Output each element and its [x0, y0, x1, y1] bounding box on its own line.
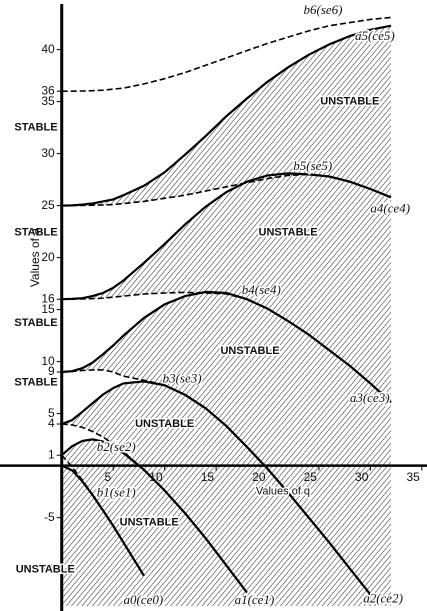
region-label: STABLE	[14, 122, 57, 134]
y-tick-label: 35	[41, 94, 55, 108]
curve-label: b4(se4)	[242, 282, 281, 297]
y-tick-label: 36	[41, 83, 55, 97]
region-label: UNSTABLE	[259, 227, 318, 239]
y-tick-label: 16	[41, 291, 55, 305]
curve	[60, 438, 248, 594]
y-tick-label: 9	[48, 364, 55, 378]
x-axis-label: Values of q	[256, 486, 310, 498]
curve-label: b1(se1)	[97, 485, 136, 500]
unstable-region	[61, 381, 391, 606]
y-tick-label: 40	[41, 42, 55, 56]
curve-label: b6(se6)	[304, 2, 343, 17]
curve-label: a5(ce5)	[355, 28, 395, 43]
x-tick-label: 20	[252, 470, 266, 484]
curve	[61, 454, 145, 577]
x-tick-label: 30	[355, 470, 369, 484]
x-tick-label: 5	[104, 470, 111, 484]
curve-label: a4(ce4)	[370, 201, 410, 216]
x-tick-label: 10	[149, 470, 163, 484]
region-label: STABLE	[14, 227, 57, 239]
x-tick-label: 25	[304, 470, 318, 484]
curve	[61, 173, 392, 207]
curve-label: b3(se3)	[163, 370, 202, 385]
y-tick-label: 30	[41, 146, 55, 160]
curve	[61, 423, 248, 593]
unstable-region	[61, 439, 391, 606]
y-tick-label: 4	[48, 416, 55, 430]
curve-label: a1(ce1)	[235, 592, 275, 607]
y-tick-label: 20	[41, 250, 55, 264]
curve	[61, 24, 392, 207]
unstable-region	[61, 173, 391, 403]
y-tick-label: 10	[41, 354, 55, 368]
curve	[61, 369, 372, 596]
region-label: UNSTABLE	[220, 345, 279, 357]
region-label: UNSTABLE	[120, 517, 179, 529]
region-label: STABLE	[14, 317, 57, 329]
curve	[61, 291, 392, 403]
region-label: UNSTABLE	[135, 418, 194, 430]
y-tick-label: 25	[41, 198, 55, 212]
unstable-region	[61, 25, 391, 206]
x-tick-label: 35	[406, 470, 420, 484]
unstable-region	[61, 465, 391, 606]
region-label: UNSTABLE	[16, 564, 75, 576]
unstable-region	[61, 291, 391, 606]
y-tick-label: 5	[48, 406, 55, 420]
y-axis-label: Values of a	[28, 228, 42, 287]
curve-label: a3(ce3)	[350, 390, 390, 405]
curve	[61, 16, 392, 92]
curve-label: a2(ce2)	[363, 591, 403, 606]
y-tick-label: -10	[37, 562, 55, 576]
curve-label: b2(se2)	[97, 439, 136, 454]
x-tick-label: 15	[201, 470, 215, 484]
region-label: UNSTABLE	[320, 96, 379, 108]
y-tick-label: -5	[44, 510, 55, 524]
curve-label: a0(ce0)	[123, 592, 163, 607]
curves	[0, 4, 427, 611]
unstable-regions	[61, 25, 391, 606]
y-tick-label: 15	[41, 302, 55, 316]
region-label: STABLE	[14, 376, 57, 388]
y-tick-label: 1	[48, 447, 55, 461]
curve-label: b5(se5)	[293, 158, 332, 173]
